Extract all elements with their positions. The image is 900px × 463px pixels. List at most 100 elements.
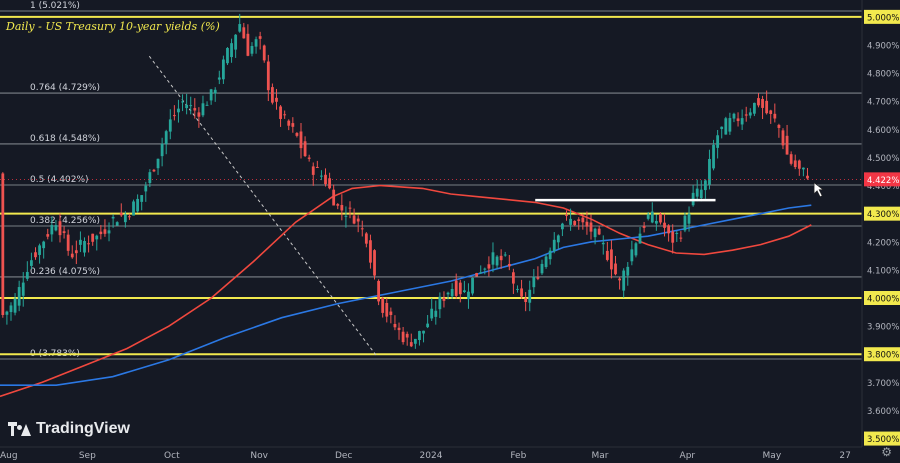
- candle-body: [789, 154, 793, 164]
- candle-body: [397, 327, 401, 331]
- candle-body: [70, 253, 74, 258]
- candle-body: [618, 278, 621, 281]
- candle-body: [434, 310, 438, 317]
- candle-body: [663, 222, 666, 228]
- candle-body: [332, 189, 336, 206]
- candle-body: [74, 250, 78, 254]
- candle-body: [287, 120, 291, 126]
- y-tick-highlight: [864, 291, 900, 305]
- candle-body: [769, 110, 773, 114]
- candle-body: [577, 219, 581, 221]
- candle-body: [238, 24, 242, 32]
- candle-body: [234, 34, 238, 50]
- candle-body: [724, 118, 728, 135]
- candle-body: [426, 323, 430, 328]
- candle-body: [156, 158, 160, 169]
- y-tick-highlight: [864, 206, 900, 221]
- candle-body: [107, 230, 111, 234]
- candle-body: [172, 115, 176, 117]
- candle-body: [295, 133, 299, 136]
- x-tick-label: Aug: [0, 451, 18, 461]
- candle-body: [483, 268, 487, 270]
- candle-body: [671, 231, 675, 243]
- candle-body: [205, 104, 209, 106]
- y-tick-label: 4.000%: [867, 295, 899, 305]
- gear-icon[interactable]: ⚙: [881, 445, 892, 459]
- candle-body: [716, 135, 720, 148]
- candle-body: [303, 141, 307, 157]
- candle-body: [160, 143, 164, 157]
- candle-body: [544, 256, 548, 267]
- y-tick-label: 3.600%: [867, 407, 899, 417]
- candle-body: [17, 287, 21, 306]
- candle-body: [348, 207, 352, 209]
- candle-body: [646, 214, 650, 219]
- candle-body: [626, 266, 630, 276]
- fib-label: 1 (5.021%): [30, 1, 80, 11]
- candle-body: [458, 282, 462, 295]
- candle-body: [679, 237, 683, 239]
- candle-body: [324, 174, 327, 185]
- candle-body: [552, 239, 556, 252]
- candle-body: [132, 201, 135, 216]
- candle-body: [9, 305, 13, 313]
- candle-body: [62, 231, 66, 233]
- y-tick-label: 4.200%: [867, 238, 899, 248]
- candle-body: [516, 288, 519, 290]
- candle-body: [622, 270, 626, 291]
- candle-body: [630, 249, 634, 262]
- candle-body: [781, 130, 785, 146]
- price-label-box: [864, 172, 900, 187]
- candle-body: [556, 235, 560, 243]
- y-tick-label: 4.700%: [867, 98, 899, 108]
- candle-body: [667, 225, 671, 234]
- candle-body: [246, 33, 250, 56]
- y-tick-label: 3.700%: [867, 379, 899, 389]
- candle-body: [699, 189, 703, 199]
- candle-body: [271, 87, 274, 103]
- candle-body: [703, 180, 707, 191]
- candle-body: [128, 216, 131, 218]
- candle-body: [152, 169, 156, 172]
- fib-label: 0.5 (4.402%): [30, 175, 89, 185]
- y-tick-label: 5.000%: [867, 13, 899, 23]
- candle-body: [650, 211, 654, 223]
- candle-body: [491, 252, 495, 265]
- candles: [1, 13, 809, 349]
- candle-body: [479, 272, 483, 274]
- candle-body: [311, 166, 315, 175]
- candle-body: [320, 175, 323, 177]
- candle-body: [1, 173, 5, 316]
- candle-body: [58, 221, 62, 236]
- candle-body: [573, 220, 577, 226]
- candle-body: [315, 166, 319, 168]
- candle-body: [307, 157, 311, 159]
- candle-body: [605, 250, 609, 260]
- candle-body: [87, 243, 90, 245]
- candle-body: [773, 113, 777, 119]
- candle-body: [528, 289, 532, 303]
- candle-body: [589, 222, 593, 232]
- candle-body: [744, 114, 748, 116]
- y-tick-highlight: [864, 347, 900, 362]
- candle-body: [393, 323, 397, 328]
- trendline: [148, 55, 378, 358]
- candle-body: [802, 167, 805, 170]
- candle-body: [42, 241, 46, 249]
- candle-body: [495, 256, 499, 266]
- candle-body: [373, 250, 376, 276]
- candle-body: [593, 228, 597, 238]
- candle-body: [66, 234, 70, 251]
- x-tick-label: May: [763, 451, 782, 461]
- candle-body: [659, 213, 662, 223]
- candle-body: [540, 263, 544, 274]
- candle-body: [728, 118, 732, 132]
- candle-body: [356, 218, 360, 222]
- candle-body: [736, 118, 740, 122]
- candle-body: [597, 228, 601, 235]
- candle-body: [430, 308, 434, 319]
- candle-body: [209, 89, 213, 101]
- candle-body: [499, 255, 503, 261]
- fib-label: 0.236 (4.075%): [30, 267, 100, 277]
